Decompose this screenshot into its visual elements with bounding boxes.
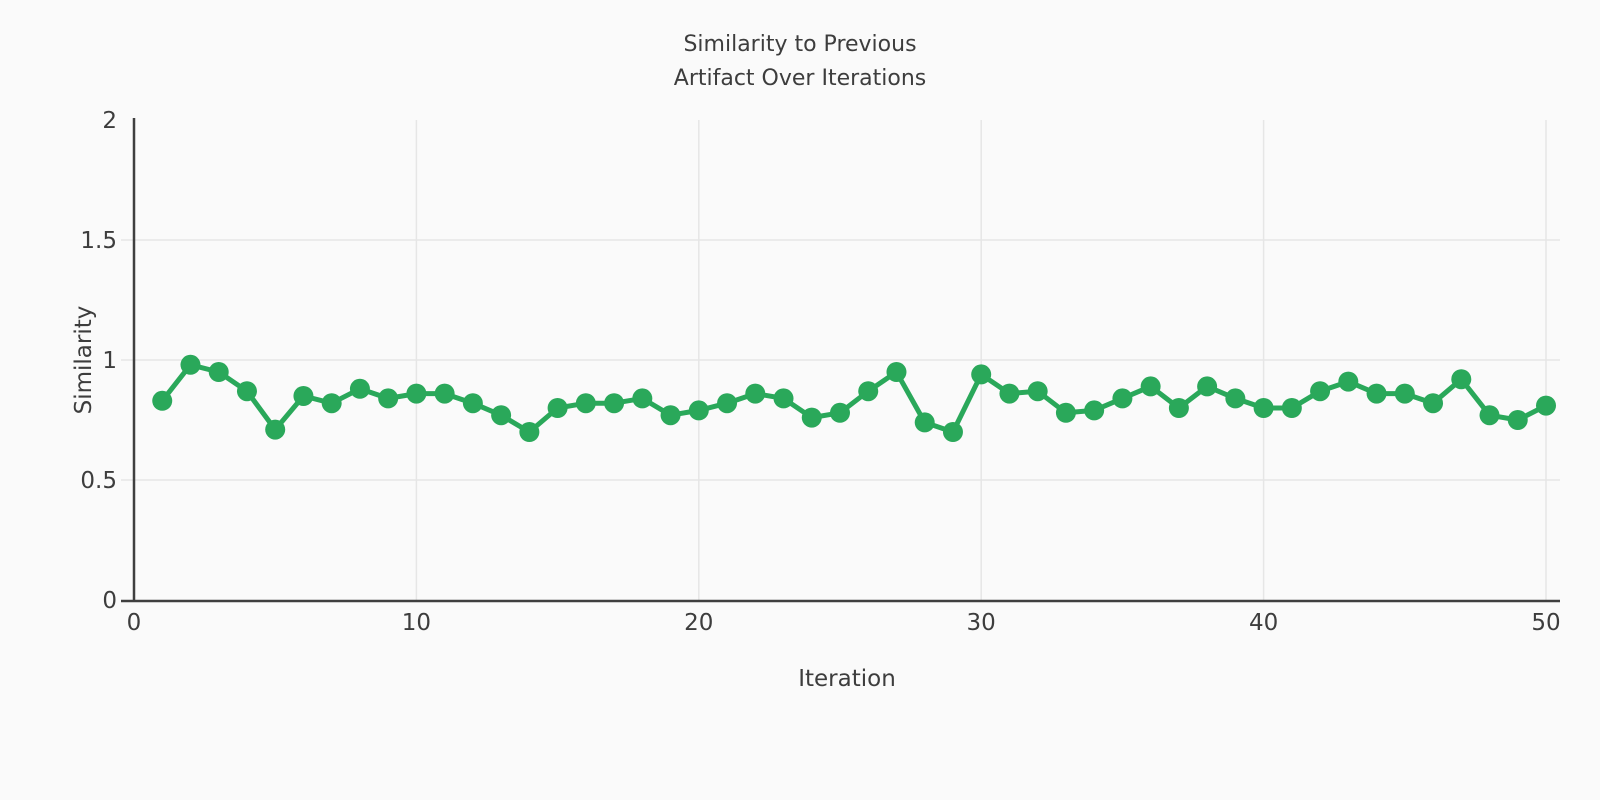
data-point	[971, 364, 992, 385]
data-point	[886, 362, 907, 382]
data-point	[1507, 410, 1528, 430]
data-point	[660, 405, 681, 426]
chart-title: Similarity to Previous Artifact Over Ite…	[0, 28, 1600, 96]
data-point	[1084, 400, 1105, 421]
data-point	[1253, 398, 1274, 418]
data-point	[773, 388, 794, 409]
data-point	[491, 405, 512, 426]
data-point	[745, 383, 766, 404]
data-point	[604, 393, 625, 414]
data-point	[293, 386, 314, 406]
data-point	[688, 400, 709, 421]
data-point	[1055, 402, 1076, 423]
data-point	[858, 381, 879, 402]
y-tick-label: 0.5	[80, 468, 117, 494]
chart-title-line-1: Similarity to Previous	[683, 32, 917, 57]
data-point	[208, 362, 229, 382]
data-point	[1281, 398, 1302, 418]
x-tick-label: 50	[1531, 610, 1560, 636]
data-point	[1168, 398, 1189, 418]
data-point	[180, 354, 201, 375]
x-tick-label: 20	[684, 610, 713, 636]
data-point	[632, 388, 653, 409]
data-point	[575, 393, 596, 414]
data-point	[1366, 383, 1387, 404]
data-point	[830, 402, 850, 423]
data-point	[321, 393, 342, 414]
x-tick-label: 10	[402, 610, 431, 636]
data-point	[236, 381, 257, 402]
y-axis-title: Similarity	[71, 305, 97, 415]
data-point	[999, 383, 1020, 404]
x-tick-label: 0	[127, 610, 142, 636]
data-point	[349, 378, 370, 399]
series-line	[159, 362, 1549, 435]
data-point	[547, 398, 568, 418]
data-point	[1423, 393, 1444, 414]
data-point	[942, 422, 963, 442]
data-point	[519, 422, 540, 442]
x-tick-label: 40	[1249, 610, 1278, 636]
data-point	[1394, 383, 1415, 404]
data-point	[1536, 395, 1556, 416]
x-axis-title: Iteration	[798, 666, 896, 692]
data-point	[1338, 371, 1359, 392]
data-point	[1140, 376, 1161, 397]
y-tick-label: 1.5	[80, 228, 117, 254]
data-point	[1027, 381, 1048, 402]
y-tick-label: 0	[102, 588, 117, 614]
chart-title-line-2: Artifact Over Iterations	[673, 66, 927, 91]
y-tick-label: 2	[102, 108, 117, 134]
y-tick-label: 1	[102, 348, 117, 374]
data-point	[378, 388, 399, 409]
data-point	[717, 393, 738, 414]
x-tick-label: 30	[967, 610, 996, 636]
data-point	[1197, 376, 1218, 397]
data-point	[801, 407, 822, 428]
data-point	[462, 393, 483, 414]
data-point	[406, 383, 427, 404]
data-point	[1479, 405, 1500, 426]
data-point	[1225, 388, 1246, 409]
data-point	[914, 412, 935, 433]
data-point	[434, 383, 455, 404]
data-point	[265, 419, 286, 440]
data-point	[1112, 388, 1133, 409]
data-point	[1310, 381, 1331, 402]
data-point	[152, 390, 173, 411]
data-point	[1451, 369, 1472, 390]
